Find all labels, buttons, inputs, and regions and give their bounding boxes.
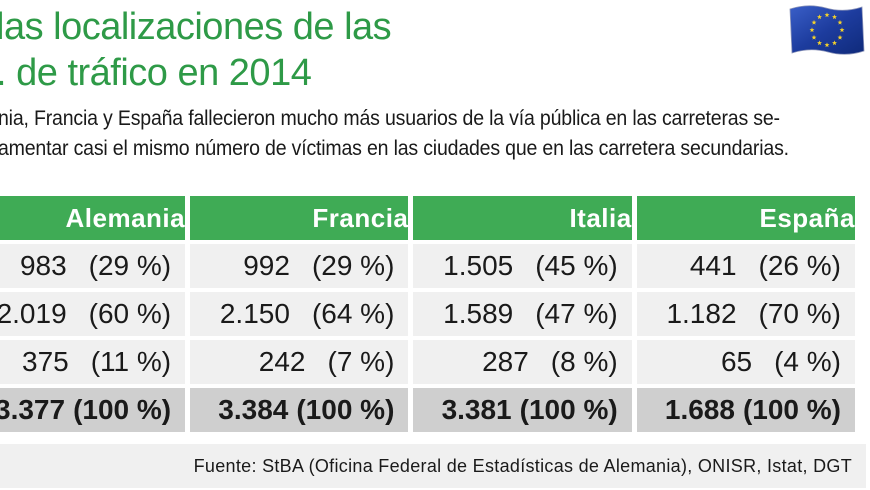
cell-percent: (45 %) — [535, 250, 618, 281]
table-cell: 1.589 (47 %) — [413, 292, 632, 336]
cell-percent: (7 %) — [327, 346, 395, 377]
source-note: Fuente: StBA (Oficina Federal de Estadís… — [0, 444, 866, 488]
cell-value: 375 — [22, 346, 69, 377]
table-cell: 242 (7 %) — [190, 340, 409, 384]
cell-value: 65 — [720, 346, 753, 377]
cell-value: 287 — [482, 346, 529, 377]
total-value: 3.381 — [441, 394, 512, 425]
cell-value: 1.505 — [443, 250, 514, 281]
header-italia: Italia — [413, 196, 632, 240]
table-cell: 1.182 (70 %) — [636, 292, 855, 336]
table-cell: 441 (26 %) — [636, 244, 855, 288]
title-line-1: las localizaciones de las — [0, 6, 392, 48]
cell-value: 2.019 — [0, 298, 67, 329]
fatalities-table: Alemania Francia Italia España 983 (29 %)… — [0, 192, 860, 436]
table-row: 2.019 (60 %) 2.150 (64 %) 1.589 (47 %) 1.18… — [0, 292, 855, 336]
total-cell: 3.377 (100 %) — [0, 388, 186, 432]
table-cell: 287 (8 %) — [413, 340, 632, 384]
flag-star-icon — [832, 40, 837, 46]
cell-value: 2.150 — [219, 298, 290, 329]
cell-percent: (8 %) — [550, 346, 618, 377]
flag-star-icon — [837, 34, 843, 40]
table-cell: 2.150 (64 %) — [190, 292, 409, 336]
table-cell: 375 (11 %) — [0, 340, 186, 384]
cell-value: 1.589 — [443, 298, 514, 329]
total-value: 3.384 — [218, 394, 289, 425]
cell-percent: (29 %) — [88, 250, 172, 281]
total-percent: (100 %) — [742, 394, 841, 425]
total-percent: (100 %) — [296, 394, 395, 425]
cell-percent: (4 %) — [774, 346, 841, 377]
cell-value: 992 — [243, 250, 290, 281]
flag-star-icon — [839, 27, 845, 33]
cell-percent: (64 %) — [311, 298, 395, 329]
table-cell: 983 (29 %) — [0, 244, 186, 288]
header-francia: Francia — [190, 196, 409, 240]
cell-value: 441 — [689, 250, 737, 281]
total-cell: 3.384 (100 %) — [190, 388, 409, 432]
cell-percent: (29 %) — [311, 250, 395, 281]
cell-value: 1.182 — [666, 298, 737, 329]
flag-star-icon — [817, 40, 822, 46]
title-line-2: . de tráfico en 2014 — [0, 52, 312, 94]
table-header-row: Alemania Francia Italia España — [0, 196, 855, 240]
eu-flag-icon — [789, 5, 865, 55]
intro-line-1: nia, Francia y España fallecieron mucho … — [0, 107, 780, 130]
table-cell: 992 (29 %) — [190, 244, 409, 288]
total-percent: (100 %) — [519, 394, 618, 425]
intro-line-2: amentar casi el mismo número de víctimas… — [0, 137, 789, 160]
total-percent: (100 %) — [73, 394, 172, 425]
table-row: 375 (11 %) 242 (7 %) 287 (8 %) 65 (4 %) — [0, 340, 855, 384]
flag-star-icon — [832, 14, 837, 20]
total-row: 3.377 (100 %) 3.384 (100 %) 3.381 (100 %) 1… — [0, 388, 855, 432]
cell-value: 242 — [258, 346, 306, 377]
flag-star-icon — [809, 27, 815, 33]
page-title: las localizaciones de las . de tráfico e… — [0, 4, 392, 96]
cell-percent: (70 %) — [758, 298, 841, 329]
flag-star-icon — [837, 19, 843, 25]
table-cell: 65 (4 %) — [636, 340, 855, 384]
flag-star-icon — [811, 34, 817, 40]
cell-value: 983 — [19, 250, 67, 281]
cell-percent: (26 %) — [758, 250, 841, 281]
header-alemania: Alemania — [0, 196, 186, 240]
total-cell: 3.381 (100 %) — [413, 388, 632, 432]
total-cell: 1.688 (100 %) — [636, 388, 855, 432]
cell-percent: (60 %) — [88, 298, 172, 329]
flag-star-icon — [811, 19, 817, 25]
flag-star-icon — [817, 14, 822, 20]
total-value: 3.377 — [0, 394, 66, 425]
table-cell: 2.019 (60 %) — [0, 292, 186, 336]
header-espana: España — [636, 196, 855, 240]
cell-percent: (47 %) — [535, 298, 618, 329]
flag-star-icon — [824, 12, 830, 18]
intro-paragraph: nia, Francia y España fallecieron mucho … — [0, 104, 870, 164]
cell-percent: (11 %) — [90, 346, 172, 377]
total-value: 1.688 — [664, 394, 735, 425]
flag-star-icon — [824, 42, 830, 48]
source-text: Fuente: StBA (Oficina Federal de Estadís… — [193, 455, 852, 476]
table-cell: 1.505 (45 %) — [413, 244, 632, 288]
table-row: 983 (29 %) 992 (29 %) 1.505 (45 %) 441 (26 %… — [0, 244, 855, 288]
